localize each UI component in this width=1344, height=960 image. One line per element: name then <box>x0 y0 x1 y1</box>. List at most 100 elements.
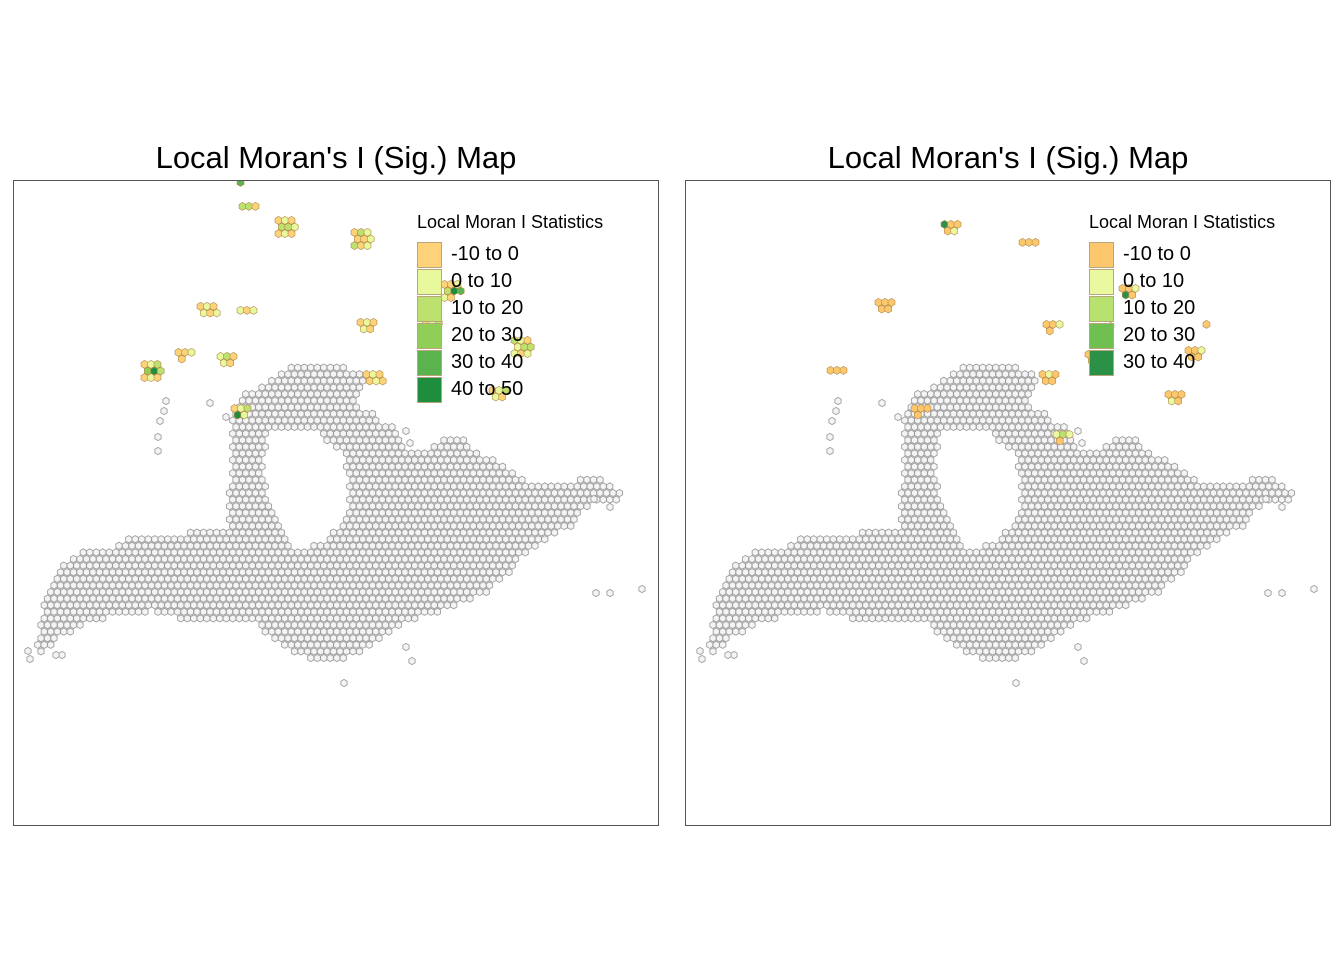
hex-cell <box>430 561 438 570</box>
hex-cell <box>469 495 477 504</box>
hex-cell <box>394 528 403 537</box>
hex-cell <box>440 594 448 603</box>
hex-cell <box>992 601 1000 610</box>
hex-cell <box>1099 502 1107 511</box>
hex-cell <box>300 416 308 425</box>
hex-cell <box>342 594 351 603</box>
hex-cell <box>482 574 490 583</box>
hex-cell <box>498 554 507 564</box>
hex-cell <box>1135 561 1143 570</box>
hex-cell <box>962 383 971 392</box>
hex-cell <box>962 620 971 630</box>
hex-cell <box>920 601 928 610</box>
hex-cell <box>255 548 263 557</box>
hex-cell <box>440 568 448 577</box>
hex-cell <box>1060 462 1068 471</box>
hex-cell <box>1014 620 1023 630</box>
hex-cell <box>326 614 334 623</box>
hex-cell <box>920 535 928 544</box>
significant-hex-cell <box>884 304 893 314</box>
hex-cell <box>1144 554 1153 564</box>
hex-cell <box>502 548 510 557</box>
hex-cell <box>303 568 312 577</box>
hex-cell <box>261 442 269 451</box>
hex-cell <box>1122 469 1130 478</box>
hex-cell <box>271 396 279 405</box>
hex-cell <box>862 561 870 570</box>
hex-cell <box>998 561 1006 570</box>
hex-cell <box>910 594 919 603</box>
hex-cell <box>362 475 370 484</box>
hex-cell <box>463 442 471 451</box>
hex-cell <box>988 383 997 392</box>
hex-cell <box>738 574 746 583</box>
hex-cell <box>1034 620 1042 630</box>
hex-cell <box>914 495 922 504</box>
hex-cell <box>1066 554 1075 564</box>
hex-cell <box>550 515 559 524</box>
hex-cell <box>1050 601 1058 610</box>
hex-cell <box>151 601 159 610</box>
hex-cell <box>300 587 308 597</box>
hex-cell <box>1034 607 1042 616</box>
hex-cell <box>832 607 841 616</box>
hex-cell <box>901 614 909 623</box>
hex-cell <box>1125 594 1133 603</box>
hex-cell <box>751 548 759 557</box>
hex-cell <box>1044 548 1052 557</box>
hex-cell <box>352 403 360 412</box>
significant-hex-cell <box>923 404 932 413</box>
hex-cell <box>1115 521 1123 531</box>
hex-cell <box>417 601 425 610</box>
legend-item: 30 to 40 <box>417 349 603 376</box>
hex-cell <box>531 488 539 498</box>
hex-cell <box>359 601 367 610</box>
legend-swatch <box>1089 268 1114 295</box>
hex-cell <box>852 581 860 590</box>
hex-cell <box>881 561 889 570</box>
hex-cell <box>528 495 536 504</box>
hex-cell <box>355 515 364 524</box>
hex-cell <box>245 581 253 590</box>
hex-cell <box>255 495 263 504</box>
hex-cell <box>73 574 81 583</box>
hex-cell <box>323 409 331 418</box>
hex-cell <box>407 581 416 590</box>
hex-cell <box>1063 442 1071 451</box>
hex-cell <box>60 627 68 636</box>
hex-cell <box>1014 515 1023 524</box>
hex-cell <box>1180 535 1188 544</box>
hex-cell <box>66 574 74 583</box>
hex-cell <box>203 548 211 557</box>
hex-cell <box>1070 508 1078 517</box>
hex-cell <box>751 614 759 623</box>
hex-cell <box>930 383 938 392</box>
hex-cell <box>771 574 779 583</box>
hex-cell <box>1014 634 1023 643</box>
hex-cell <box>310 554 318 564</box>
hex-cell <box>242 601 250 610</box>
hex-cell <box>242 561 250 570</box>
hex-cell <box>1271 495 1279 504</box>
hex-cell <box>842 561 850 570</box>
hex-cell <box>1014 449 1023 458</box>
hex-cell <box>43 607 52 616</box>
hex-cell <box>459 568 468 577</box>
hex-cell <box>1112 475 1120 484</box>
hex-cell <box>160 607 169 616</box>
hex-cell <box>1024 548 1032 557</box>
hex-cell <box>362 554 370 564</box>
hex-cell <box>725 574 733 583</box>
hex-cell <box>917 515 925 524</box>
hex-cell <box>427 541 435 550</box>
hex-cell <box>326 601 334 610</box>
hex-cell <box>1076 601 1084 610</box>
hex-cell <box>1027 475 1036 484</box>
hex-cell <box>803 535 811 544</box>
hex-cell <box>355 449 364 458</box>
hex-cell <box>443 548 451 557</box>
hex-cell <box>180 541 188 550</box>
legend-item: 20 to 30 <box>417 322 603 349</box>
hex-cell <box>966 548 974 557</box>
hex-cell <box>329 607 338 616</box>
